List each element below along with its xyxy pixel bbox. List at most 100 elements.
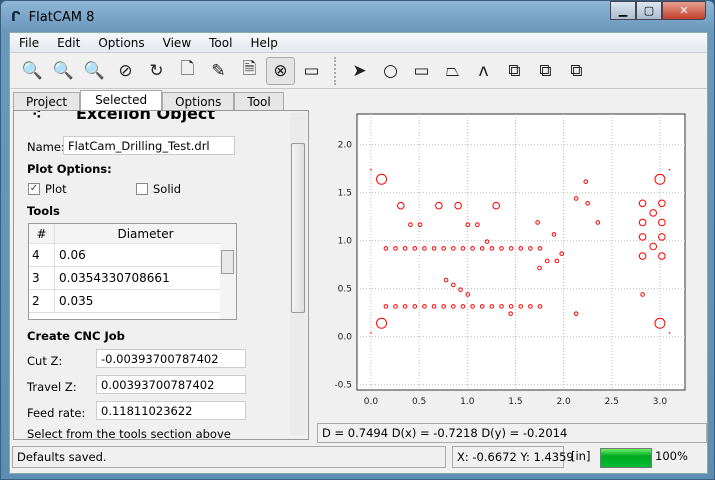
close-button[interactable]: ✕	[662, 1, 706, 20]
diameter-cell[interactable]: 0.035	[59, 294, 94, 308]
tool-number-cell[interactable]: 4	[29, 244, 55, 266]
drill-hole-medium	[397, 201, 405, 210]
drill-hole-medium	[658, 233, 666, 241]
drill-hole-small	[489, 304, 495, 309]
ok-button[interactable]: 🗎	[235, 57, 264, 85]
rectangle-icon: ▭	[413, 60, 430, 81]
y-tick-label: 2.0	[338, 141, 353, 151]
drill-hole-small	[451, 304, 456, 309]
union-icon: ⧉	[508, 60, 521, 81]
plot-canvas[interactable]: 0.0 0.5 1.0 1.5 2.0 2.5 3.0 -0.5 0.0 0.5 1.0 1.5 2.0	[317, 110, 707, 422]
maximize-button[interactable]: ▢	[636, 1, 662, 20]
select-button[interactable]: ➤	[345, 57, 374, 85]
drill-hole-medium	[658, 199, 666, 208]
name-label: Name:	[27, 140, 65, 154]
tool-number-cell[interactable]: 2	[29, 290, 55, 312]
replot-button[interactable]: ↻	[142, 57, 171, 85]
travel-z-label: Travel Z:	[27, 380, 77, 394]
drill-hole-medium	[658, 252, 666, 260]
menu-edit[interactable]: Edit	[57, 35, 81, 50]
drill-hole-small	[408, 222, 413, 227]
circle-button[interactable]: ○	[376, 57, 405, 85]
diameter-cell[interactable]: 0.0354330708661	[59, 271, 170, 285]
menu-bar: File Edit Options View Tool Help	[10, 33, 707, 53]
drill-hole-small	[573, 311, 579, 316]
drill-hole-small	[451, 282, 456, 288]
polygon-button[interactable]: ⏢	[438, 57, 467, 85]
edit-button[interactable]: ✎	[204, 57, 233, 85]
selected-panel: ⁖ Excellon Object Name: FlatCam_Drilling…	[13, 110, 309, 440]
shell-button[interactable]: ▭	[297, 57, 326, 85]
delete-button[interactable]: ⊗	[266, 56, 295, 85]
drill-hole-small	[528, 246, 533, 251]
zoom-in-button[interactable]: 🔍	[80, 57, 109, 85]
table-scrollbar[interactable]	[220, 224, 236, 319]
table-row[interactable]: 4 0.06	[29, 244, 236, 267]
zoom-fit-button[interactable]: 🔍	[18, 57, 47, 85]
tab-project[interactable]: Project	[13, 92, 81, 112]
solid-checkbox[interactable]	[136, 183, 148, 195]
drill-hole-small	[470, 246, 475, 251]
drill-hole-small	[537, 265, 542, 271]
cnc-heading: Create CNC Job	[27, 329, 125, 343]
menu-file[interactable]: File	[19, 35, 40, 50]
drill-hole-small	[431, 246, 437, 251]
drill-hole-medium	[649, 242, 658, 251]
x-tick-label: 3.0	[653, 397, 668, 407]
tab-options[interactable]: Options	[162, 92, 235, 112]
minimize-button[interactable]: ▁	[610, 1, 636, 20]
drill-hole-small	[412, 246, 418, 251]
plot-svg[interactable]: 0.0 0.5 1.0 1.5 2.0 2.5 3.0 -0.5 0.0 0.5 1.0 1.5 2.0	[317, 110, 707, 422]
drill-hole-small	[422, 246, 427, 251]
drill-hole-small	[518, 304, 524, 309]
column-header-number[interactable]: #	[29, 224, 55, 243]
shell-icon: ▭	[303, 60, 320, 81]
menu-tool[interactable]: Tool	[209, 35, 233, 50]
drill-hole-medium	[658, 218, 666, 227]
plot-checkbox[interactable]: ✓	[28, 183, 40, 195]
drill-hole-medium	[638, 233, 647, 241]
circle-icon: ○	[383, 60, 398, 81]
drill-hole-small	[518, 246, 524, 251]
tools-label: Tools	[27, 204, 60, 218]
drill-hole-small	[508, 311, 513, 316]
zoom-fit-icon: 🔍	[21, 60, 44, 81]
toolbar: 🔍 🔍 🔍 ⊘ ↻ 🗋 ✎ 🗎 ⊗ ▭ ➤ ○ ▭ ⏢ ʌ ⧉ ⧉ ⧉	[10, 53, 707, 89]
path-button[interactable]: ʌ	[469, 57, 498, 85]
column-header-diameter[interactable]: Diameter	[117, 226, 174, 241]
tab-selected[interactable]: Selected	[80, 90, 163, 112]
drill-hole-small	[412, 304, 418, 309]
table-row[interactable]: 3 0.0354330708661	[29, 267, 236, 290]
progress-label: 100%	[655, 449, 688, 463]
delete-icon: ⊗	[273, 60, 288, 81]
window-title: FlatCAM 8	[28, 9, 95, 25]
table-row[interactable]: 2 0.035	[29, 290, 236, 313]
tab-tool[interactable]: Tool	[234, 92, 284, 112]
tool-number-cell[interactable]: 3	[29, 267, 55, 289]
travel-z-input[interactable]: 0.00393700787402	[96, 375, 246, 394]
name-input[interactable]: FlatCam_Drilling_Test.drl	[63, 136, 235, 155]
diameter-cell[interactable]: 0.06	[59, 248, 86, 262]
zoom-out-button[interactable]: 🔍	[49, 57, 78, 85]
drill-hole-small	[573, 196, 579, 201]
menu-view[interactable]: View	[162, 35, 192, 50]
feed-rate-input[interactable]: 0.11811023622	[96, 401, 246, 420]
new-project-button[interactable]: 🗋	[173, 57, 202, 85]
subtract-icon: ⧉	[570, 60, 583, 81]
union-button[interactable]: ⧉	[500, 57, 529, 85]
menu-help[interactable]: Help	[250, 35, 278, 50]
intersection-button[interactable]: ⧉	[531, 57, 560, 85]
drill-hole-small	[460, 304, 466, 309]
drill-hole-small	[554, 258, 560, 264]
panel-scrollbar[interactable]	[290, 113, 306, 435]
x-tick-label: 1.5	[508, 397, 522, 407]
menu-options[interactable]: Options	[98, 35, 145, 50]
clear-plot-button[interactable]: ⊘	[111, 57, 140, 85]
rectangle-button[interactable]: ▭	[407, 57, 436, 85]
drill-hole-medium	[492, 201, 500, 210]
cut-z-input[interactable]: -0.00393700787402	[96, 349, 246, 368]
drill-hole-medium	[454, 201, 462, 210]
scrollbar-thumb[interactable]	[291, 143, 305, 313]
subtract-button[interactable]: ⧉	[562, 57, 591, 85]
